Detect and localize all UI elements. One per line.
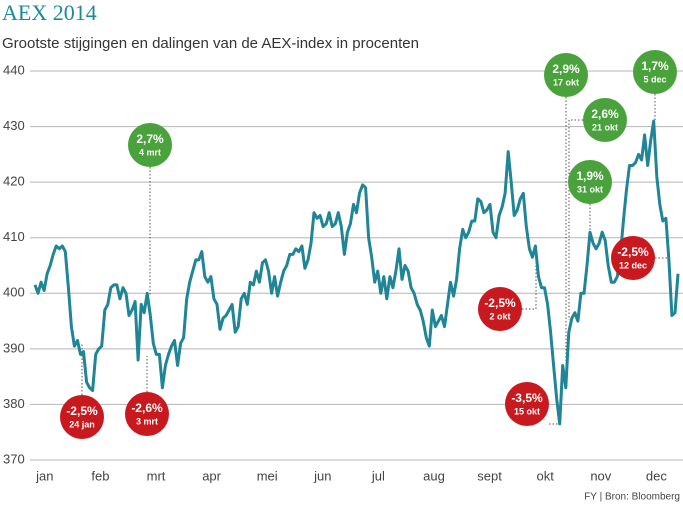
x-tick-label: jul [371,468,385,483]
annotation-label: 2,6% [591,107,619,121]
annotation-date: 3 mrt [136,416,158,426]
annotation-date: 12 dec [619,260,647,270]
annotation-bubble [633,50,677,94]
y-tick-label: 420 [3,174,25,189]
annotation-bubble [125,392,169,436]
annotation-date: 31 okt [577,184,603,194]
annotation-label: -3,5% [511,391,543,405]
annotation-bubble [478,287,522,331]
annotation-label: -2,5% [617,245,649,259]
x-tick-label: feb [91,468,109,483]
chart-subtitle: Grootste stijgingen en dalingen van de A… [2,35,419,52]
leader-line [568,119,583,320]
x-tick-label: mrt [147,468,166,483]
y-tick-label: 400 [3,285,25,300]
annotation-label: -2,5% [484,296,516,310]
y-tick-label: 370 [3,451,25,466]
x-tick-label: okt [537,468,555,483]
y-tick-label: 390 [3,340,25,355]
annotation-label: 2,7% [136,132,164,146]
annotation-bubble [60,395,104,439]
annotation-date: 24 jan [69,419,95,429]
annotation-date: 4 mrt [139,147,161,157]
chart-title: AEX 2014 [2,0,97,25]
y-tick-label: 430 [3,118,25,133]
annotation-label: 2,9% [552,62,580,76]
annotation-date: 15 okt [514,406,540,416]
source: FY | Bron: Bloomberg [584,492,680,503]
annotation-bubble [128,123,172,167]
annotation-label: 1,9% [576,169,604,183]
x-tick-label: apr [202,468,221,483]
y-tick-label: 380 [3,396,25,411]
x-tick-label: sept [477,468,502,483]
annotation-bubble [544,53,588,97]
annotation-bubble [583,98,627,142]
annotation-label: 1,7% [641,59,669,73]
x-tick-label: mei [257,468,278,483]
y-tick-label: 440 [3,62,25,77]
index-line [33,119,680,426]
annotation-date: 2 okt [489,311,510,321]
y-tick-label: 410 [3,229,25,244]
x-tick-label: nov [590,468,611,483]
annotation-date: 5 dec [643,74,666,84]
annotation-date: 17 okt [553,77,579,87]
leader-line [522,257,537,310]
annotation-label: -2,6% [131,401,163,415]
annotation-label: -2,5% [66,404,98,418]
x-tick-label: jan [35,468,53,483]
x-tick-label: aug [423,468,445,483]
annotation-bubble [611,236,655,280]
annotation-date: 21 okt [592,122,618,132]
annotation-bubble [505,382,549,426]
x-tick-label: jun [313,468,331,483]
x-tick-label: dec [646,468,667,483]
annotation-bubble [568,160,612,204]
